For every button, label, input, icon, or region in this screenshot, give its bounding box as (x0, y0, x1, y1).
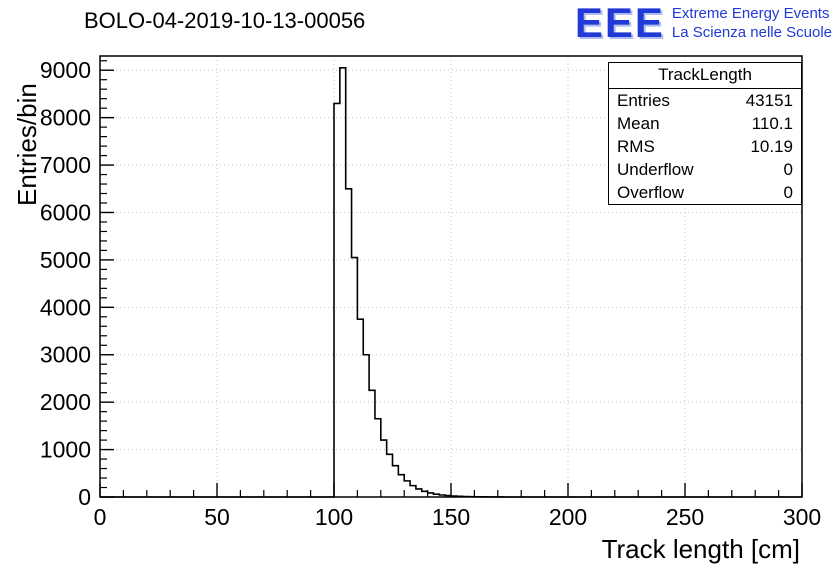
x-tick-label: 250 (666, 504, 704, 530)
plot-frame (99, 55, 803, 498)
stats-box-title: TrackLength (609, 63, 801, 89)
y-tick-label: 1000 (40, 437, 91, 463)
stats-value: 43151 (745, 91, 793, 110)
y-axis-title: Entries/bin (12, 83, 42, 206)
stats-label: Underflow (617, 160, 694, 179)
y-tick-label: 9000 (40, 57, 91, 83)
eee-logo-taglines: Extreme Energy Events La Scienza nelle S… (672, 4, 832, 42)
x-axis-title: Track length [cm] (601, 534, 800, 564)
eee-logo-text: EEE (574, 0, 665, 46)
x-tick-label: 200 (549, 504, 587, 530)
x-tick-label: 100 (315, 504, 353, 530)
y-tick-label: 2000 (40, 389, 91, 415)
y-tick-label: 8000 (40, 105, 91, 131)
x-tick-label: 150 (432, 504, 470, 530)
stats-value: 10.19 (750, 137, 793, 156)
y-tick-label: 6000 (40, 199, 91, 225)
stats-row-mean: Mean 110.1 (609, 112, 801, 135)
histogram-line (100, 67, 802, 498)
stats-row-overflow: Overflow 0 (609, 181, 801, 204)
eee-logo: EEE Extreme Energy Events La Scienza nel… (574, 0, 832, 46)
x-tick-label: 300 (783, 504, 821, 530)
x-tick-label: 50 (204, 504, 230, 530)
stats-value: 110.1 (751, 114, 793, 133)
stats-label: Entries (617, 91, 670, 110)
y-tick-label: 0 (78, 484, 91, 510)
y-tick-label: 3000 (40, 342, 91, 368)
y-tick-label: 4000 (40, 294, 91, 320)
x-tick-label: 0 (94, 504, 107, 530)
stats-label: Overflow (617, 183, 685, 202)
eee-logo-tagline-2: La Scienza nelle Scuole (671, 24, 832, 41)
y-tick-label: 5000 (40, 247, 91, 273)
stats-row-entries: Entries 43151 (609, 89, 801, 112)
eee-logo-tagline-1: Extreme Energy Events (671, 5, 830, 22)
stats-value: 0 (783, 160, 793, 179)
stats-row-rms: RMS 10.19 (609, 135, 801, 158)
stats-value: 0 (783, 183, 793, 202)
y-tick-label: 7000 (40, 152, 91, 178)
stats-label: Mean (617, 114, 660, 133)
stats-box: TrackLength Entries 43151 Mean 110.1 RMS… (608, 62, 802, 205)
plot-title: BOLO-04-2019-10-13-00056 (84, 8, 366, 33)
stats-row-underflow: Underflow 0 (609, 158, 801, 181)
stats-label: RMS (617, 137, 655, 156)
